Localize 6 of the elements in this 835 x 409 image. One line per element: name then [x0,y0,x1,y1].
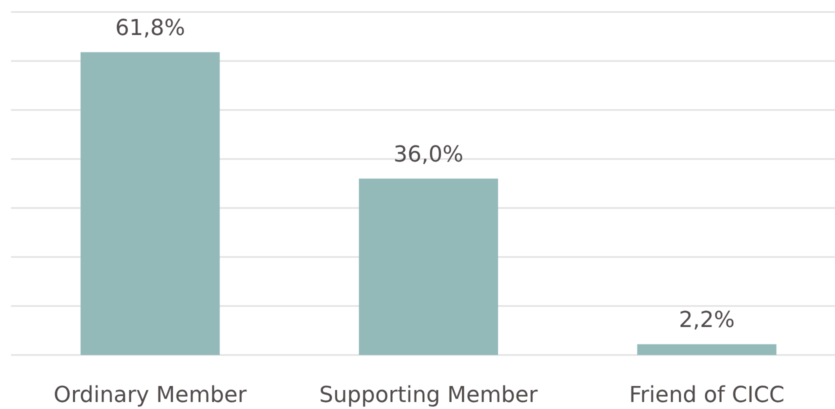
x-tick-label: Ordinary Member [54,383,248,408]
data-label: 61,8% [115,16,186,42]
x-tick-label: Friend of CICC [629,383,785,408]
data-label: 2,2% [678,308,735,334]
x-tick-label: Supporting Member [319,383,539,408]
data-label: 36,0% [394,142,464,168]
